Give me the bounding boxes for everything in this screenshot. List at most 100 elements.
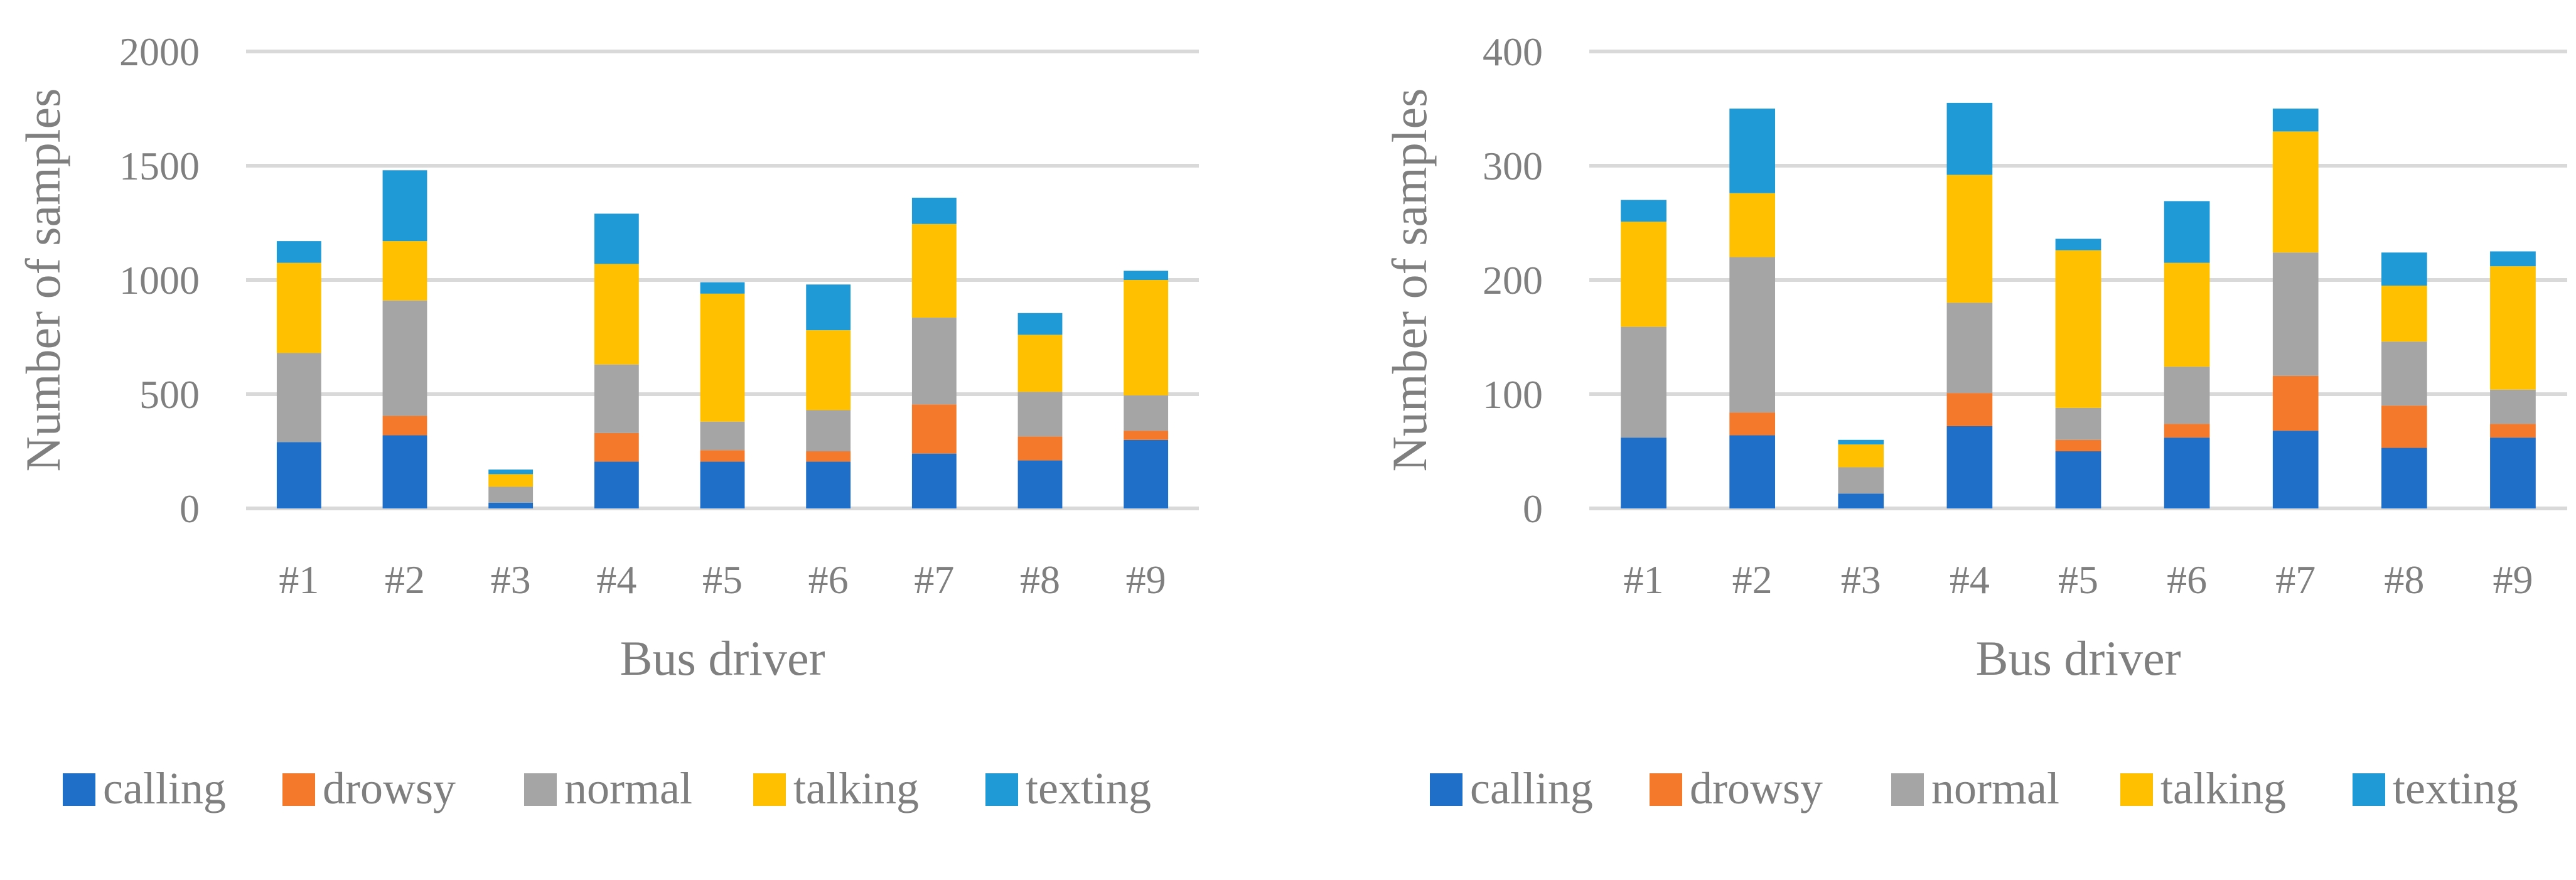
x-tick-label: #1 — [279, 557, 319, 602]
bar-segment-calling — [276, 442, 321, 508]
bar-segment-texting — [2164, 201, 2210, 263]
x-tick-label: #2 — [1732, 557, 1773, 602]
bar-segment-texting — [2381, 252, 2427, 286]
bar-segment-normal — [1017, 392, 1063, 437]
legend-label-texting: texting — [1026, 763, 1151, 813]
bar-segment-normal — [2055, 407, 2101, 440]
bar-segment-normal — [1838, 467, 1884, 494]
x-tick-label: #7 — [2275, 557, 2316, 602]
bar-segment-normal — [700, 421, 745, 451]
y-tick-label: 2000 — [119, 30, 200, 74]
bar-segment-drowsy — [2164, 424, 2210, 438]
bar-segment-drowsy — [1017, 436, 1063, 461]
bar-segment-drowsy — [806, 451, 851, 462]
x-tick-label: #3 — [1841, 557, 1881, 602]
bar-segment-texting — [1017, 313, 1063, 335]
x-tick-label: #4 — [1950, 557, 1990, 602]
bar-segment-talking — [806, 330, 851, 410]
bar-segment-talking — [2381, 286, 2427, 342]
x-tick-label: #5 — [702, 557, 743, 602]
bar-segment-drowsy — [700, 450, 745, 462]
y-tick-label: 400 — [1483, 30, 1543, 74]
legend-swatch-calling — [1430, 773, 1462, 806]
x-tick-label: #9 — [2493, 557, 2533, 602]
bar-segment-drowsy — [2490, 424, 2536, 438]
bar-segment-texting — [2272, 109, 2319, 132]
bar-segment-calling — [2381, 448, 2427, 508]
x-tick-label: #9 — [1126, 557, 1166, 602]
legend-label-normal: normal — [1931, 763, 2059, 813]
bar-segment-calling — [1946, 426, 1993, 508]
bar-segment-texting — [1621, 200, 1666, 222]
bar-segment-talking — [700, 293, 745, 422]
bar-segment-calling — [2164, 437, 2210, 508]
x-tick-label: #6 — [2167, 557, 2207, 602]
legend-swatch-texting — [2353, 773, 2385, 806]
bar-segment-texting — [700, 282, 745, 294]
bar-segment-talking — [1729, 193, 1776, 257]
x-axis-title: Bus driver — [1975, 631, 2181, 685]
x-tick-label: #3 — [491, 557, 531, 602]
bar-segment-normal — [2490, 389, 2536, 424]
bar-segment-calling — [2490, 437, 2536, 508]
bar-segment-normal — [2272, 252, 2319, 376]
legend-label-normal: normal — [564, 763, 692, 813]
chart-2: 0 100 200 300 400 Number of samples #1 #2 #3 #4 #5… — [1382, 30, 2567, 813]
bar-segment-talking — [2055, 250, 2101, 408]
legend: calling drowsy normal talking texting — [1430, 763, 2518, 813]
legend-label-drowsy: drowsy — [1690, 763, 1823, 813]
bar-segment-talking — [911, 223, 957, 318]
bar-segment-drowsy — [2381, 405, 2427, 448]
x-tick-label: #4 — [596, 557, 636, 602]
bar-segment-calling — [2272, 431, 2319, 508]
legend-swatch-texting — [985, 773, 1018, 806]
legend-label-calling: calling — [1470, 763, 1593, 813]
x-tick-label: #5 — [2058, 557, 2098, 602]
bar-segment-talking — [2164, 262, 2210, 367]
bar-segment-talking — [382, 241, 427, 301]
legend-label-talking: talking — [2160, 763, 2286, 813]
bar-segment-texting — [1838, 439, 1884, 445]
bar-segment-drowsy — [911, 404, 957, 454]
bar-segment-drowsy — [2272, 375, 2319, 431]
y-tick-label: 200 — [1483, 258, 1543, 303]
bar-segment-texting — [2055, 239, 2101, 250]
bar-segment-normal — [2164, 367, 2210, 424]
legend-swatch-drowsy — [1650, 773, 1682, 806]
bar-segment-normal — [1621, 326, 1666, 438]
bar-segment-calling — [911, 453, 957, 508]
bar-segment-calling — [1838, 493, 1884, 508]
legend-label-texting: texting — [2393, 763, 2518, 813]
bar-segment-talking — [276, 262, 321, 353]
y-tick-label: 300 — [1483, 144, 1543, 188]
bar-segment-texting — [911, 197, 957, 224]
legend-label-talking: talking — [793, 763, 919, 813]
bar-segment-texting — [1729, 109, 1776, 193]
bar-segment-drowsy — [1946, 393, 1993, 426]
y-tick-label: 500 — [139, 372, 200, 417]
bar-segment-talking — [594, 264, 639, 365]
chart-1: 0 500 1000 1500 2000 Number of samples #1 #2 #3 #… — [16, 30, 1199, 813]
legend-label-calling: calling — [103, 763, 226, 813]
legend-swatch-normal — [524, 773, 557, 806]
bar-segment-texting — [1124, 271, 1169, 280]
bar-segment-texting — [276, 241, 321, 263]
legend-label-drowsy: drowsy — [323, 763, 456, 813]
bar-segment-drowsy — [1124, 431, 1169, 440]
bar-segment-talking — [488, 474, 534, 487]
bar-segment-calling — [1017, 460, 1063, 508]
bar-segment-calling — [1729, 435, 1776, 508]
x-tick-label: #7 — [914, 557, 954, 602]
bar-segment-talking — [1946, 174, 1993, 303]
bar-segment-texting — [2490, 251, 2536, 267]
y-axis-title: Number of samples — [16, 89, 70, 472]
y-tick-label: 1000 — [119, 258, 200, 303]
x-axis-title: Bus driver — [620, 631, 825, 685]
bar-segment-normal — [1946, 303, 1993, 394]
bar-segment-texting — [806, 284, 851, 331]
bar-segment-calling — [1621, 437, 1666, 508]
bar-segment-drowsy — [594, 432, 639, 462]
y-tick-label: 0 — [1523, 486, 1543, 531]
